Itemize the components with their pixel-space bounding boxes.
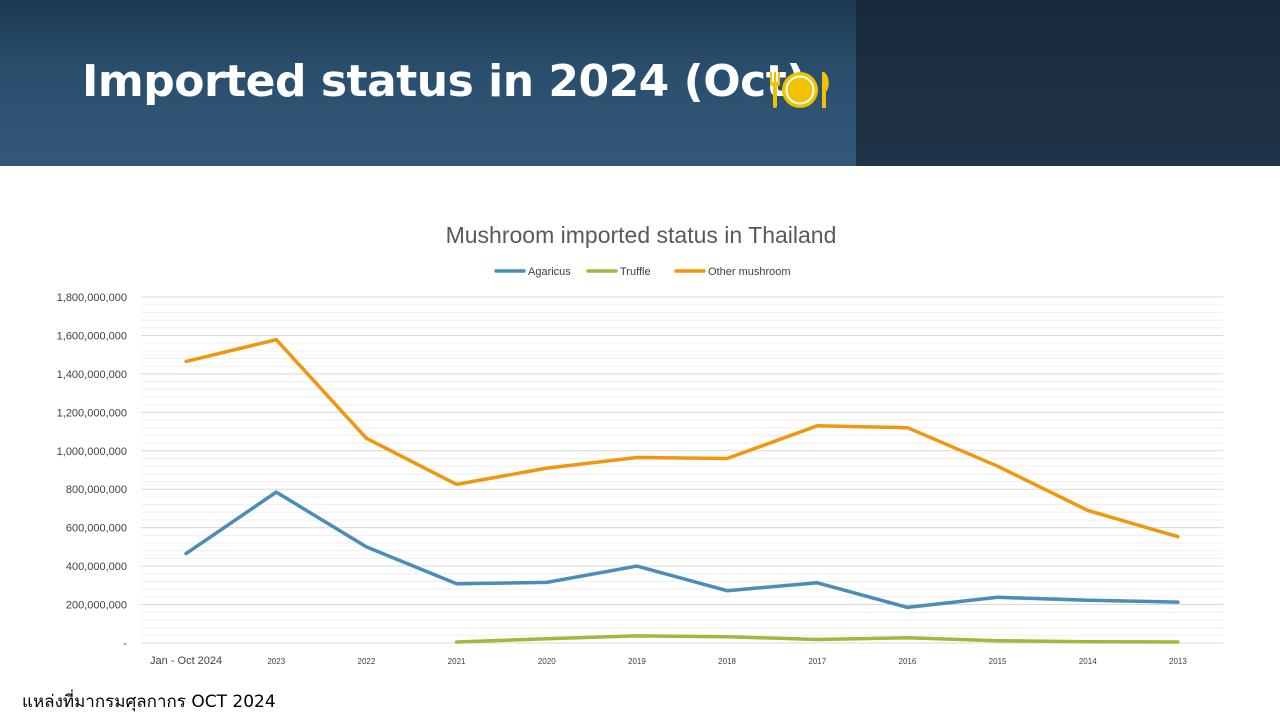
x-tick-label: 2017 [808,657,826,666]
x-tick-label: 2022 [358,657,376,666]
y-tick-label: 1,600,000,000 [57,330,127,342]
page-title: Imported status in 2024 (Oct) [82,56,806,107]
y-tick-label: - [123,638,127,650]
y-tick-label: 1,200,000,000 [57,407,127,419]
x-tick-label: 2014 [1079,657,1097,666]
x-axis: Jan - Oct 2024 2023 2022 2021 2020 2019 2018 20… [150,655,1187,667]
chart-title: Mushroom imported status in Thailand [446,222,837,248]
chart-series [184,337,1180,644]
y-tick-label: 400,000,000 [66,561,127,573]
x-tick-label: 2020 [538,657,556,666]
x-tick-label: Jan - Oct 2024 [150,655,222,667]
y-tick-label: 200,000,000 [66,600,127,612]
x-tick-label: 2021 [448,657,466,666]
x-tick-label: 2019 [628,657,646,666]
series-line-other-mushroom [184,337,1180,539]
x-tick-label: 2013 [1169,657,1187,666]
line-chart: Mushroom imported status in Thailand Aga… [57,222,1223,667]
y-tick-label: 1,000,000,000 [57,446,127,458]
x-tick-label: 2018 [718,657,736,666]
x-tick-label: 2015 [989,657,1007,666]
y-axis: - 200,000,000 400,000,000 600,000,000 800,00… [57,292,128,650]
y-tick-label: 1,800,000,000 [57,292,127,304]
legend-label: Truffle [620,266,651,278]
x-tick-label: 2016 [899,657,917,666]
source-note: แหล่งที่มากรมศุลกากร OCT 2024 [22,692,276,712]
chart-legend: Agaricus Truffle Other mushroom [494,266,791,278]
plate-cutlery-icon [770,72,829,108]
chart-area: Mushroom imported status in Thailand Aga… [0,166,1280,686]
header-left-panel [0,0,856,166]
legend-label: Agaricus [528,266,571,278]
y-tick-label: 600,000,000 [66,523,127,535]
chart-gridlines [141,296,1223,644]
series-line-truffle [454,634,1180,644]
legend-label: Other mushroom [708,266,791,278]
series-line-agaricus [184,490,1180,610]
header-right-panel [856,0,1280,166]
header-banner: Imported status in 2024 (Oct) [0,0,1280,166]
y-tick-label: 800,000,000 [66,484,127,496]
x-tick-label: 2023 [267,657,285,666]
y-tick-label: 1,400,000,000 [57,369,127,381]
